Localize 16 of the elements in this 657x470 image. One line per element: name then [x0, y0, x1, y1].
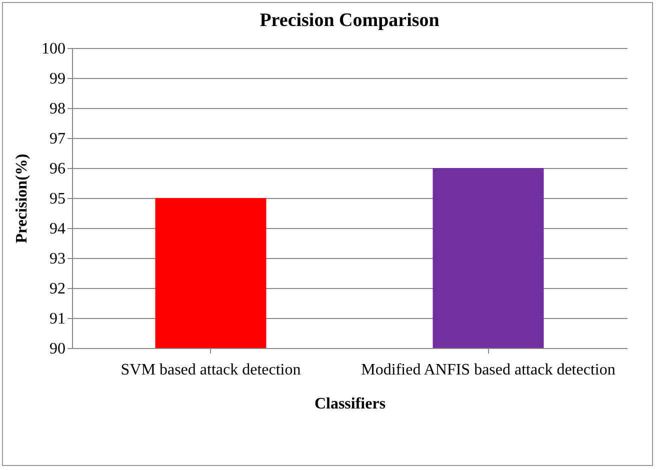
y-tick-label: 91	[50, 310, 66, 328]
y-tick-label: 90	[50, 340, 66, 358]
y-tick-label: 97	[50, 130, 66, 148]
y-tick-label: 92	[50, 280, 66, 298]
y-tick-label: 99	[50, 70, 66, 88]
y-tick-label: 96	[50, 160, 66, 178]
x-tick-label: SVM based attack detection	[120, 362, 301, 378]
y-tick-label: 100	[42, 40, 66, 58]
y-tick-label: 98	[50, 100, 66, 118]
y-tick-label: 93	[50, 250, 66, 268]
x-tick-label: Modified ANFIS based attack detection	[361, 362, 616, 378]
chart-title: Precision Comparison	[260, 10, 440, 31]
y-axis-title: Precision(%)	[14, 154, 30, 244]
y-tick-label: 94	[50, 220, 66, 238]
y-tick-label: 95	[50, 190, 66, 208]
x-axis-title: Classifiers	[314, 396, 386, 412]
